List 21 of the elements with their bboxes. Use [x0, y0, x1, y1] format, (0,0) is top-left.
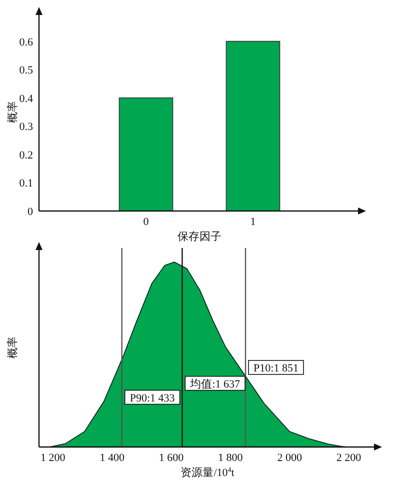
- y-tick-label: 0.2: [19, 149, 33, 162]
- ref-line-label: P90:1 433: [130, 392, 176, 404]
- y-tick-label: 0.6: [19, 36, 34, 48]
- y-axis-title: 概率: [6, 101, 19, 123]
- y-tick-label: 0.4: [19, 92, 34, 105]
- y-tick-label: 0: [28, 206, 34, 218]
- x-axis-title: 资源量/10$^{4}$t: [180, 466, 234, 479]
- x-tick-label: 2 000: [277, 452, 302, 464]
- x-tick-label: 1 800: [218, 452, 244, 464]
- y-tick-label: 0.1: [19, 178, 33, 190]
- ref-line-label: P10:1 851: [254, 362, 298, 374]
- x-tick-label: 2 200: [336, 452, 362, 464]
- x-tick-label: 1 600: [158, 452, 184, 464]
- y-axis-title: 概率: [6, 336, 19, 358]
- x-tick-label: 1 400: [100, 452, 125, 464]
- x-tick-label: 1 200: [40, 452, 66, 464]
- y-tick-label: 0.5: [19, 64, 34, 77]
- x-axis-title: 保存因子: [178, 231, 222, 243]
- x-tick-label: 1: [250, 216, 256, 228]
- ref-line-label: 均值:1 637: [189, 378, 241, 390]
- y-tick-label: 0.3: [19, 121, 34, 134]
